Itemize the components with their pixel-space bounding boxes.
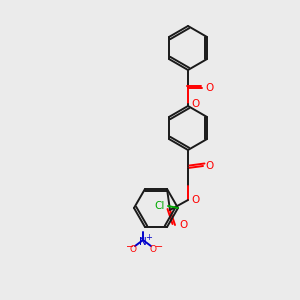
Text: O: O [130, 244, 136, 253]
Text: +: + [146, 232, 152, 242]
Text: O: O [205, 83, 213, 93]
Text: −: − [126, 242, 134, 252]
Text: Cl: Cl [155, 201, 165, 211]
Text: O: O [192, 195, 200, 205]
Text: −: − [155, 242, 163, 252]
Text: O: O [149, 244, 157, 253]
Text: O: O [206, 161, 214, 171]
Text: N: N [139, 237, 147, 247]
Text: O: O [179, 220, 187, 230]
Text: O: O [191, 99, 199, 109]
